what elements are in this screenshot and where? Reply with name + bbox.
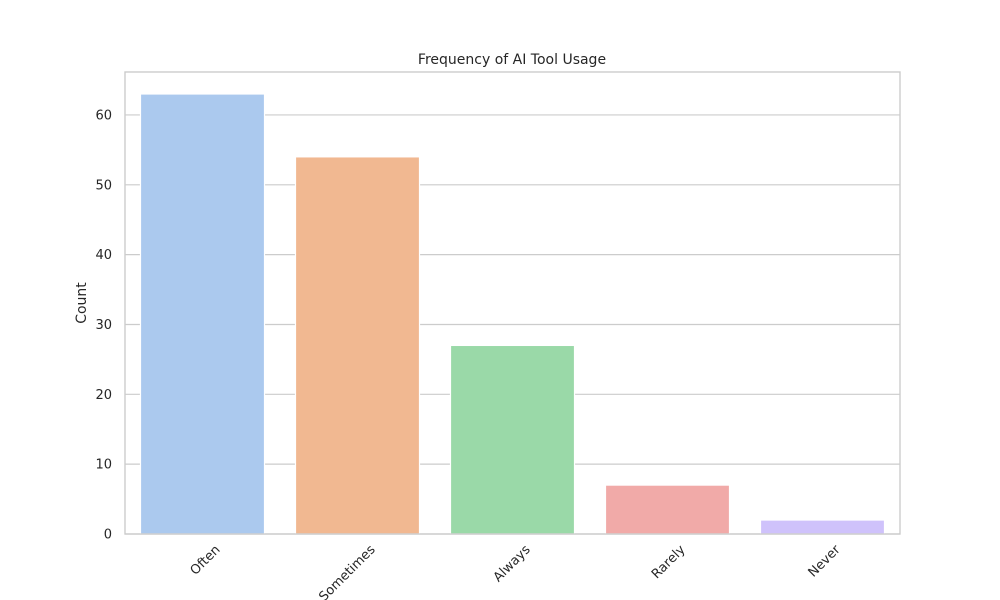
bars — [139, 93, 886, 535]
bar-rarely — [604, 484, 731, 535]
x-tick-label: Often — [188, 542, 224, 578]
x-tick-label: Rarely — [649, 542, 689, 582]
plot-frame — [124, 71, 901, 535]
y-tick-label: 50 — [95, 178, 112, 193]
bar-always — [449, 344, 576, 535]
x-tick-label: Sometimes — [316, 542, 378, 600]
y-tick-label: 0 — [104, 528, 112, 543]
x-tick-label: Always — [491, 542, 534, 585]
y-axis-label: Count — [74, 282, 90, 324]
y-tick-label: 30 — [95, 318, 112, 333]
y-tick-label: 60 — [95, 108, 112, 123]
y-tick-label: 20 — [95, 388, 112, 403]
bar-sometimes — [294, 156, 421, 535]
y-tick-label: 10 — [95, 458, 112, 473]
bar-never — [759, 519, 886, 535]
x-tick-label: Never — [806, 542, 844, 580]
x-tick-labels: Often Sometimes Always Rarely Never — [188, 542, 844, 600]
bar-often — [139, 93, 266, 535]
y-tick-labels: 0 10 20 30 40 50 60 — [95, 108, 112, 542]
chart-title: Frequency of AI Tool Usage — [418, 52, 606, 68]
y-tick-label: 40 — [95, 248, 112, 263]
